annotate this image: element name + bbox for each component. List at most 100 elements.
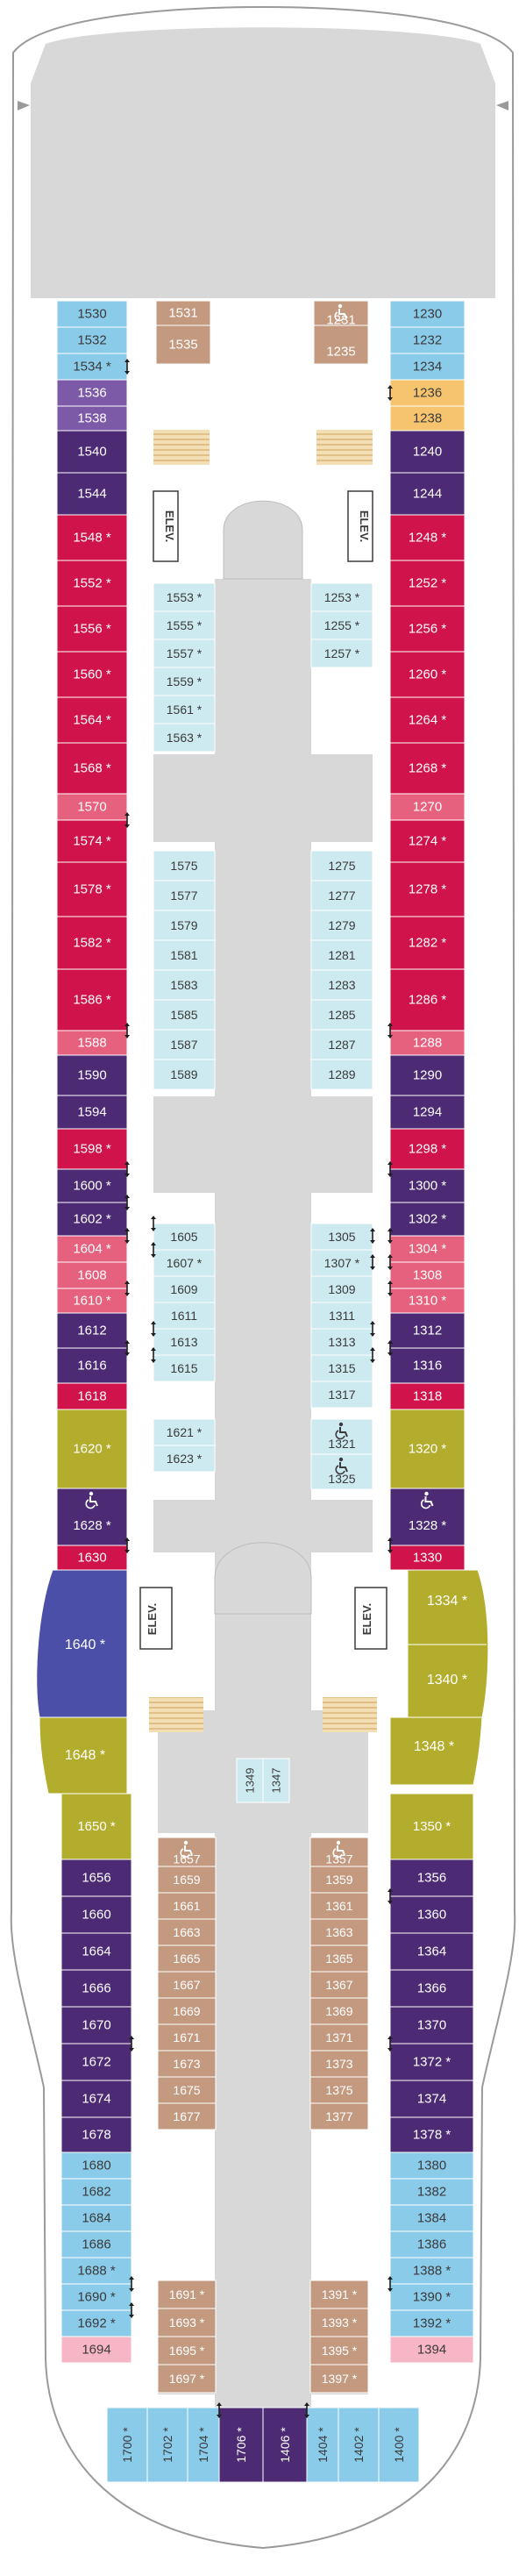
cabin-1382[interactable]: 1382 xyxy=(389,2178,474,2206)
cabin-1309[interactable]: 1309 xyxy=(310,1275,373,1303)
cabin-1623[interactable]: 1623 * xyxy=(153,1445,216,1473)
cabin-1691[interactable]: 1691 * xyxy=(157,2280,217,2309)
cabin-1378[interactable]: 1378 * xyxy=(389,2116,474,2153)
cabin-1704[interactable]: 1704 * xyxy=(187,2407,220,2483)
cabin-1268[interactable]: 1268 * xyxy=(389,742,466,795)
cabin-1610[interactable]: 1610 * xyxy=(56,1288,128,1314)
cabin-1615[interactable]: 1615 xyxy=(153,1354,216,1382)
cabin-1620[interactable]: 1620 * xyxy=(56,1409,128,1489)
cabin-1230[interactable]: 1230 xyxy=(389,300,466,328)
cabin-1317[interactable]: 1317 xyxy=(310,1381,373,1409)
cabin-1318[interactable]: 1318 xyxy=(389,1382,466,1410)
cabin-1400[interactable]: 1400 * xyxy=(378,2407,420,2483)
cabin-1253[interactable]: 1253 * xyxy=(310,582,373,612)
cabin-1694[interactable]: 1694 xyxy=(60,2336,132,2364)
cabin-1235[interactable]: 1235 xyxy=(313,325,369,365)
cabin-1252[interactable]: 1252 * xyxy=(389,560,466,607)
cabin-1334[interactable]: 1334 * 1340 * xyxy=(407,1569,489,1718)
cabin-1275[interactable]: 1275 xyxy=(310,850,373,881)
cabin-1564[interactable]: 1564 * xyxy=(56,696,128,744)
cabin-1590[interactable]: 1590 xyxy=(56,1054,128,1096)
cabin-1657[interactable]: 1657 xyxy=(157,1837,217,1867)
cabin-1579[interactable]: 1579 xyxy=(153,910,216,941)
cabin-1570[interactable]: 1570 xyxy=(56,793,128,821)
cabin-1678[interactable]: 1678 xyxy=(60,2116,132,2153)
cabin-1559[interactable]: 1559 * xyxy=(153,667,216,696)
cabin-1530[interactable]: 1530 xyxy=(56,300,128,328)
cabin-1369[interactable]: 1369 xyxy=(309,1997,369,2025)
cabin-1244[interactable]: 1244 xyxy=(389,472,466,516)
cabin-1313[interactable]: 1313 xyxy=(310,1328,373,1356)
cabin-1270[interactable]: 1270 xyxy=(389,793,466,821)
cabin-1380[interactable]: 1380 xyxy=(389,2151,474,2180)
cabin-1660[interactable]: 1660 xyxy=(60,1895,132,1934)
cabin-1605[interactable]: 1605 xyxy=(153,1223,216,1251)
cabin-1640[interactable]: 1640 * xyxy=(36,1569,128,1718)
cabin-1248[interactable]: 1248 * xyxy=(389,514,466,561)
cabin-1663[interactable]: 1663 xyxy=(157,1918,217,1946)
cabin-1321[interactable]: 1321 xyxy=(310,1418,373,1455)
cabin-1598[interactable]: 1598 * xyxy=(56,1128,128,1170)
cabin-1300[interactable]: 1300 * xyxy=(389,1168,466,1203)
cabin-1682[interactable]: 1682 xyxy=(60,2178,132,2206)
cabin-1680[interactable]: 1680 xyxy=(60,2151,132,2180)
cabin-1347[interactable]: 1347 xyxy=(262,1758,290,1803)
cabin-1671[interactable]: 1671 xyxy=(157,2023,217,2052)
cabin-1618[interactable]: 1618 xyxy=(56,1382,128,1410)
cabin-1360[interactable]: 1360 xyxy=(389,1895,474,1934)
cabin-1388[interactable]: 1388 * xyxy=(389,2257,474,2285)
cabin-1282[interactable]: 1282 * xyxy=(389,916,466,970)
cabin-1589[interactable]: 1589 xyxy=(153,1059,216,1090)
cabin-1386[interactable]: 1386 xyxy=(389,2230,474,2258)
cabin-1356[interactable]: 1356 xyxy=(389,1859,474,1897)
cabin-1563[interactable]: 1563 * xyxy=(153,723,216,753)
cabin-1674[interactable]: 1674 xyxy=(60,2080,132,2118)
cabin-1393[interactable]: 1393 * xyxy=(309,2308,369,2337)
cabin-1577[interactable]: 1577 xyxy=(153,880,216,911)
cabin-1531[interactable]: 1531 xyxy=(155,300,211,326)
cabin-1290[interactable]: 1290 xyxy=(389,1054,466,1096)
cabin-1325[interactable]: 1325 xyxy=(310,1453,373,1490)
cabin-1404[interactable]: 1404 * xyxy=(306,2407,339,2483)
cabin-1298[interactable]: 1298 * xyxy=(389,1128,466,1170)
cabin-1548[interactable]: 1548 * xyxy=(56,514,128,561)
cabin-1673[interactable]: 1673 xyxy=(157,2050,217,2078)
cabin-1260[interactable]: 1260 * xyxy=(389,651,466,698)
cabin-1257[interactable]: 1257 * xyxy=(310,639,373,668)
cabin-1534[interactable]: 1534 * xyxy=(56,353,128,381)
cabin-1664[interactable]: 1664 xyxy=(60,1932,132,1971)
cabin-1650[interactable]: 1650 * xyxy=(60,1793,132,1860)
cabin-1692[interactable]: 1692 * xyxy=(60,2309,132,2337)
cabin-1540[interactable]: 1540 xyxy=(56,430,128,474)
cabin-1302[interactable]: 1302 * xyxy=(389,1202,466,1237)
cabin-1602[interactable]: 1602 * xyxy=(56,1202,128,1237)
cabin-1582[interactable]: 1582 * xyxy=(56,916,128,970)
cabin-1574[interactable]: 1574 * xyxy=(56,819,128,863)
cabin-1391[interactable]: 1391 * xyxy=(309,2280,369,2309)
cabin-1287[interactable]: 1287 xyxy=(310,1029,373,1060)
cabin-1312[interactable]: 1312 xyxy=(389,1312,466,1349)
cabin-1621[interactable]: 1621 * xyxy=(153,1418,216,1446)
cabin-1695[interactable]: 1695 * xyxy=(157,2336,217,2365)
cabin-1608[interactable]: 1608 xyxy=(56,1261,128,1289)
cabin-1648[interactable]: 1648 * xyxy=(39,1716,128,1795)
cabin-1371[interactable]: 1371 xyxy=(309,2023,369,2052)
cabin-1328[interactable]: 1328 * xyxy=(389,1488,466,1546)
cabin-1575[interactable]: 1575 xyxy=(153,850,216,881)
cabin-1568[interactable]: 1568 * xyxy=(56,742,128,795)
cabin-1373[interactable]: 1373 xyxy=(309,2050,369,2078)
cabin-1374[interactable]: 1374 xyxy=(389,2080,474,2118)
cabin-1561[interactable]: 1561 * xyxy=(153,695,216,724)
cabin-1675[interactable]: 1675 xyxy=(157,2076,217,2104)
cabin-1395[interactable]: 1395 * xyxy=(309,2336,369,2365)
cabin-1375[interactable]: 1375 xyxy=(309,2076,369,2104)
cabin-1277[interactable]: 1277 xyxy=(310,880,373,911)
cabin-1583[interactable]: 1583 xyxy=(153,969,216,1001)
cabin-1231[interactable]: 1231 xyxy=(313,300,369,328)
cabin-1607[interactable]: 1607 * xyxy=(153,1249,216,1277)
cabin-1288[interactable]: 1288 xyxy=(389,1030,466,1056)
cabin-1315[interactable]: 1315 xyxy=(310,1354,373,1382)
cabin-1367[interactable]: 1367 xyxy=(309,1971,369,1999)
cabin-1656[interactable]: 1656 xyxy=(60,1859,132,1897)
cabin-1535[interactable]: 1535 xyxy=(155,325,211,365)
